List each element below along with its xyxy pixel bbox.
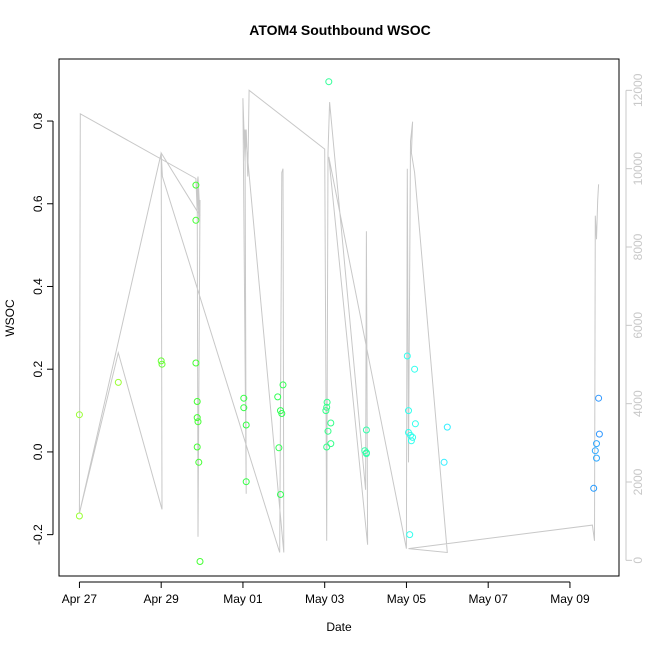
data-point <box>403 352 411 360</box>
right-y-tick-label: 6000 <box>631 312 645 339</box>
data-point <box>362 450 370 458</box>
data-point <box>274 393 282 401</box>
data-point <box>324 427 332 435</box>
data-point <box>440 458 448 466</box>
data-point <box>593 454 600 462</box>
data-point <box>242 478 250 486</box>
x-tick-label: May 09 <box>550 592 590 606</box>
secondary-line-layer <box>78 89 600 554</box>
right-y-tick-label: 2000 <box>631 468 645 495</box>
data-point <box>593 440 600 448</box>
data-point <box>327 440 335 448</box>
data-point <box>590 484 598 492</box>
data-point <box>327 419 335 427</box>
y-tick-label: 0.0 <box>31 443 45 460</box>
data-point <box>362 426 370 434</box>
data-point <box>192 359 200 367</box>
y-tick-label: 0.8 <box>31 112 45 129</box>
data-point <box>443 423 451 431</box>
data-point <box>193 414 201 422</box>
x-tick-label: May 07 <box>469 592 509 606</box>
right-y-tick-label: 4000 <box>631 390 645 417</box>
x-axis: Apr 27 Apr 29 May 01 May 03 May 05 May 07 May … <box>62 581 590 606</box>
data-point <box>275 444 283 452</box>
data-point <box>278 410 286 417</box>
right-y-tick-label: 12000 <box>631 73 645 107</box>
data-point <box>591 447 599 455</box>
data-point <box>406 531 414 539</box>
data-point <box>240 404 248 412</box>
data-point <box>192 216 200 224</box>
scatter-points-layer <box>75 78 603 565</box>
data-point <box>196 558 204 565</box>
x-tick-label: May 05 <box>387 592 427 606</box>
data-point <box>195 458 203 466</box>
data-point <box>595 394 603 402</box>
chart-title: ATOM4 Southbound WSOC <box>249 22 430 38</box>
y-tick-label: 0.4 <box>31 278 45 295</box>
x-axis-label: Date <box>326 620 352 634</box>
data-point <box>323 403 331 411</box>
data-point <box>325 78 333 86</box>
data-point <box>405 407 412 415</box>
x-tick-label: Apr 27 <box>62 592 98 606</box>
data-point <box>279 381 287 389</box>
x-tick-label: Apr 29 <box>144 592 180 606</box>
data-point <box>242 421 250 429</box>
data-point <box>75 512 83 520</box>
data-point <box>193 443 201 451</box>
y-tick-label: -0.2 <box>31 524 45 545</box>
data-point <box>114 378 122 386</box>
y-tick-label: 0.2 <box>31 361 45 378</box>
y-axis-label: WSOC <box>3 299 17 337</box>
y-axis: -0.2 0.0 0.2 0.4 0.6 0.8 <box>31 112 54 545</box>
data-point <box>411 420 419 428</box>
data-point <box>158 360 166 368</box>
right-y-tick-label: 10000 <box>631 152 645 186</box>
data-point <box>277 491 284 498</box>
data-point <box>240 394 248 402</box>
y-tick-label: 0.6 <box>31 195 45 212</box>
data-point <box>193 398 201 405</box>
plot-frame <box>58 58 620 577</box>
data-point <box>194 418 202 426</box>
data-point <box>157 357 165 365</box>
right-y-axis: 0 2000 4000 6000 8000 10000 12000 <box>625 73 645 564</box>
data-point <box>75 411 83 419</box>
secondary-series-line <box>78 89 600 554</box>
data-point <box>595 430 603 438</box>
data-point <box>407 437 415 445</box>
data-point <box>322 407 330 415</box>
x-tick-label: May 01 <box>223 592 263 606</box>
data-point <box>409 433 417 441</box>
data-point <box>323 398 331 406</box>
right-y-tick-label: 8000 <box>631 233 645 260</box>
data-point <box>411 365 419 373</box>
x-tick-label: May 03 <box>305 592 345 606</box>
right-y-tick-label: 0 <box>631 557 645 564</box>
data-point <box>323 443 331 451</box>
data-point <box>192 181 200 189</box>
